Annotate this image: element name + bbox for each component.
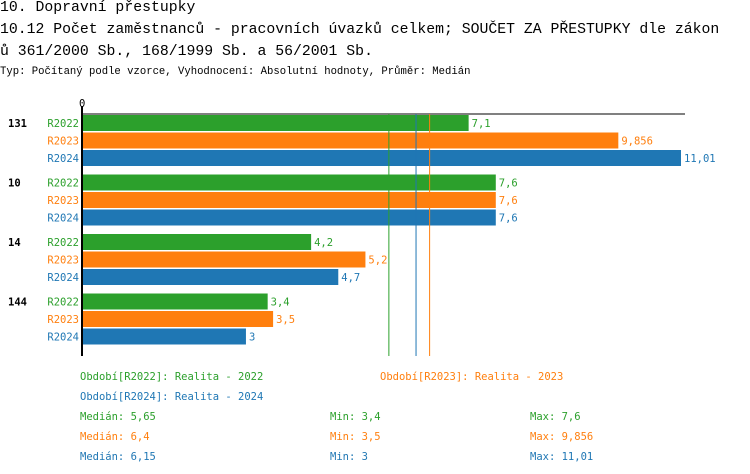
stat-max: Max: 9,856	[530, 431, 593, 443]
chart-subtitle: Typ: Počítaný podle vzorce, Vyhodnocení:…	[0, 66, 471, 78]
bar	[83, 132, 619, 149]
bar	[83, 251, 366, 268]
data-label: 7,6	[499, 195, 518, 207]
bar	[83, 234, 312, 250]
stat-median: Medián: 6,15	[80, 451, 156, 463]
series-label: R2024	[47, 332, 79, 344]
series-label: R2023	[47, 314, 79, 326]
x-tick-label: 0	[79, 98, 85, 110]
chart-title-line2: 10.12 Počet zaměstnanců - pracovních úva…	[0, 22, 720, 38]
bar	[83, 293, 268, 310]
series-label: R2022	[47, 297, 79, 309]
series-label: R2023	[47, 255, 79, 267]
data-label: 4,7	[341, 272, 360, 284]
bar	[83, 328, 246, 345]
category-label: 131	[8, 118, 27, 130]
chart-title-line3: ů 361/2000 Sb., 168/1999 Sb. a 56/2001 S…	[0, 44, 373, 60]
data-label: 3	[249, 332, 255, 344]
data-label: 4,2	[314, 237, 333, 249]
series-label: R2024	[47, 213, 79, 225]
legend-entry: Období[R2024]: Realita - 2024	[80, 391, 263, 403]
bar	[83, 174, 496, 191]
bar	[83, 311, 274, 327]
stat-min: Min: 3,5	[330, 431, 381, 443]
data-label: 5,2	[368, 255, 387, 267]
series-label: R2022	[47, 118, 79, 130]
stat-min: Min: 3,4	[330, 411, 381, 423]
data-label: 7,1	[472, 118, 491, 130]
bar	[83, 209, 496, 226]
data-label: 11,01	[684, 153, 716, 165]
series-label: R2023	[47, 195, 79, 207]
bar	[83, 192, 496, 208]
stat-min: Min: 3	[330, 451, 368, 463]
data-label: 3,4	[271, 297, 290, 309]
category-label: 10	[8, 178, 21, 190]
series-label: R2023	[47, 136, 79, 148]
bar	[83, 115, 469, 131]
series-label: R2022	[47, 237, 79, 249]
stat-max: Max: 11,01	[530, 451, 593, 463]
data-label: 9,856	[621, 136, 653, 148]
series-label: R2022	[47, 178, 79, 190]
chart-title-line1: 10. Dopravní přestupky	[0, 0, 196, 16]
data-label: 7,6	[499, 178, 518, 190]
legend-entry: Období[R2023]: Realita - 2023	[380, 371, 563, 383]
series-label: R2024	[47, 272, 79, 284]
stat-median: Medián: 5,65	[80, 411, 156, 423]
category-label: 144	[8, 297, 27, 309]
legend-entry: Období[R2022]: Realita - 2022	[80, 371, 263, 383]
bar	[83, 150, 681, 166]
stat-median: Medián: 6,4	[80, 431, 150, 443]
category-label: 14	[8, 237, 21, 249]
stat-max: Max: 7,6	[530, 411, 581, 423]
data-label: 3,5	[276, 314, 295, 326]
bar	[83, 269, 339, 285]
series-label: R2024	[47, 153, 79, 165]
data-label: 7,6	[499, 213, 518, 225]
